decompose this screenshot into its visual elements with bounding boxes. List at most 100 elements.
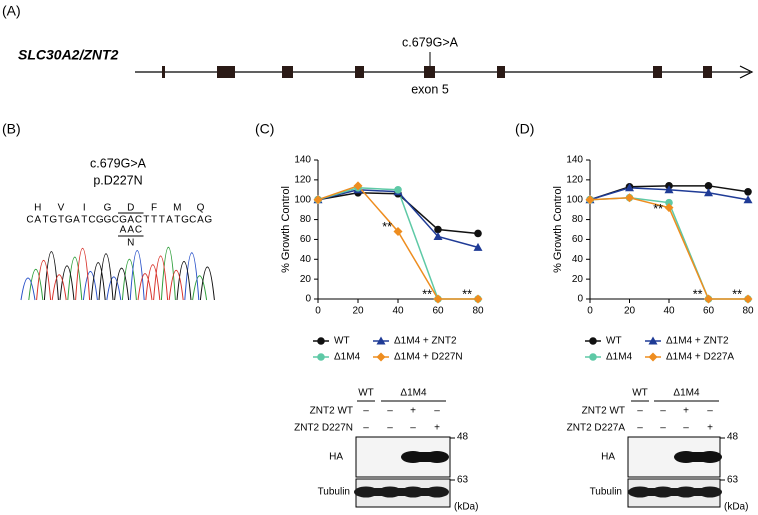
protein-label: p.D227N — [93, 173, 142, 187]
sign: – — [387, 423, 393, 434]
alt-base: C — [135, 225, 142, 236]
size-marker: 48 — [727, 432, 739, 443]
x-tick-label: 80 — [742, 306, 754, 317]
base: T — [42, 215, 48, 226]
marker — [648, 336, 658, 345]
exon-label: exon 5 — [411, 82, 449, 96]
row-label: ZNT2 WT — [310, 406, 353, 417]
y-tick-label: 20 — [300, 274, 312, 285]
base: C — [26, 215, 33, 226]
legend-label: Δ1M4 — [334, 352, 361, 363]
sign: – — [410, 423, 416, 434]
trace — [43, 251, 215, 301]
y-tick-label: 140 — [566, 155, 583, 166]
row-label: ZNT2 D227A — [567, 423, 626, 434]
y-tick-label: 60 — [300, 234, 312, 245]
gene-diagram — [135, 52, 754, 79]
y-tick-label: 80 — [572, 214, 584, 225]
annotation: ** — [382, 220, 392, 234]
x-tick-label: 40 — [392, 306, 404, 317]
legend-label: Δ1M4 + ZNT2 — [666, 336, 729, 347]
marker — [317, 337, 325, 345]
x-tick-label: 0 — [315, 306, 321, 317]
base: G — [119, 215, 127, 226]
series-line — [317, 184, 478, 300]
y-tick-label: 100 — [566, 194, 583, 205]
band-label: HA — [329, 452, 343, 463]
base: A — [34, 215, 41, 226]
y-tick-label: 80 — [300, 214, 312, 225]
base: T — [58, 215, 64, 226]
sign: – — [363, 406, 369, 417]
base: G — [181, 215, 189, 226]
band — [640, 488, 710, 496]
marker — [664, 203, 674, 213]
sign: – — [363, 423, 369, 434]
marker — [376, 336, 386, 345]
marker — [665, 198, 673, 207]
alt-amino-acid: N — [127, 238, 134, 249]
panel-label: (C) — [255, 121, 274, 137]
sign: + — [434, 423, 440, 434]
marker — [704, 294, 713, 304]
base: G — [204, 215, 212, 226]
row-label: ZNT2 D227N — [294, 423, 353, 434]
amino-acid: M — [173, 203, 181, 214]
sign: + — [707, 423, 713, 434]
annotation: ** — [462, 287, 472, 301]
legend-label: Δ1M4 — [606, 352, 633, 363]
marker — [473, 294, 483, 304]
x-tick-label: 60 — [703, 306, 715, 317]
band — [681, 452, 715, 462]
alt-base: A — [120, 225, 127, 236]
group-label: Δ1M4 — [673, 388, 700, 399]
chromatogram — [20, 247, 215, 301]
panel-label: (B) — [2, 121, 21, 137]
size-marker: 63 — [727, 475, 739, 486]
y-tick-label: 100 — [294, 194, 311, 205]
band-label: Tubulin — [318, 487, 350, 498]
base: T — [81, 215, 87, 226]
amino-acid: G — [104, 203, 112, 214]
group-label: WT — [358, 388, 374, 399]
trace — [20, 250, 200, 301]
amino-acid: F — [151, 203, 157, 214]
marker — [664, 185, 674, 194]
base: G — [65, 215, 73, 226]
marker — [704, 182, 713, 190]
marker — [744, 187, 752, 196]
base: A — [127, 215, 134, 226]
variant-label: c.679G>A — [90, 156, 147, 170]
amino-acid: V — [58, 203, 65, 214]
marker — [376, 352, 386, 362]
marker — [589, 353, 597, 361]
y-tick-label: 120 — [294, 174, 311, 185]
base: A — [166, 215, 173, 226]
series-line — [317, 189, 479, 249]
y-tick-label: 40 — [572, 254, 584, 265]
legend-label: Δ1M4 + D227A — [666, 352, 734, 363]
base: T — [174, 215, 180, 226]
alt-base: A — [127, 225, 134, 236]
marker — [434, 225, 442, 234]
sign: – — [387, 406, 393, 417]
size-unit: (kDa) — [724, 502, 748, 513]
marker — [393, 226, 403, 236]
base: T — [143, 215, 149, 226]
base: C — [189, 215, 196, 226]
y-tick-label: 40 — [300, 254, 312, 265]
size-marker: 48 — [457, 432, 469, 443]
sign: + — [410, 406, 416, 417]
series-line — [589, 196, 748, 300]
x-tick-label: 60 — [432, 306, 444, 317]
base: C — [88, 215, 95, 226]
marker — [743, 195, 753, 204]
marker — [474, 229, 482, 238]
size-unit: (kDa) — [454, 502, 478, 513]
size-marker: 63 — [457, 475, 469, 486]
base: A — [197, 215, 204, 226]
sign: – — [707, 406, 713, 417]
annotation: ** — [653, 202, 663, 216]
annotation: ** — [422, 287, 432, 301]
